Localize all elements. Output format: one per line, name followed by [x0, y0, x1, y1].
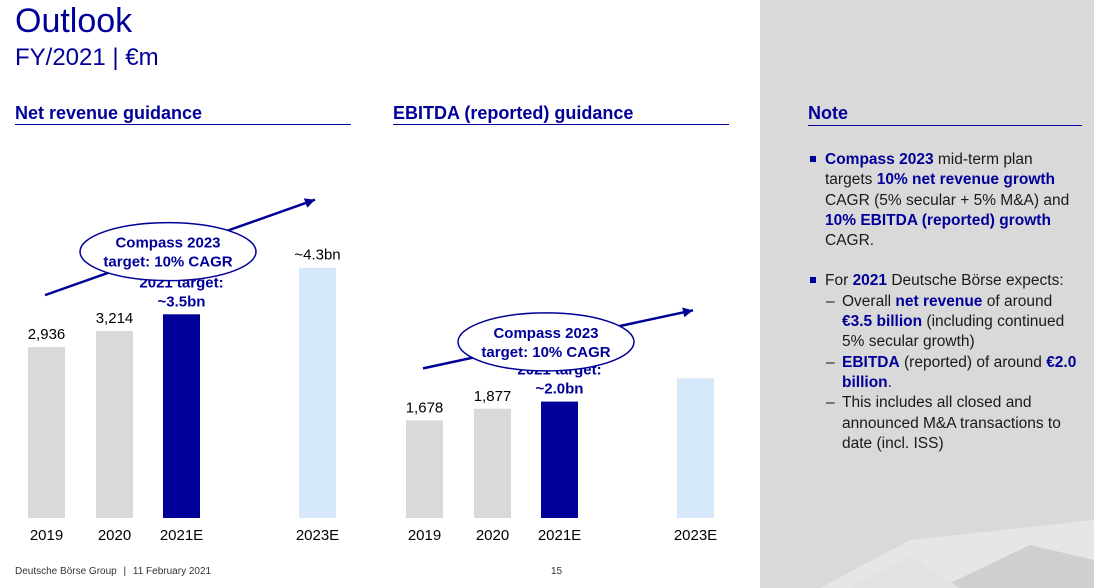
note-sub-revenue: – Overall net revenue of around €3.5 bil…: [825, 292, 1084, 353]
note-text: EBITDA: [842, 353, 900, 371]
trend-arrow-head-icon: [682, 307, 693, 318]
x-tick-label: 2019: [408, 527, 441, 544]
note-text: For: [825, 272, 853, 290]
note-text: mid-term plan targets: [825, 151, 1033, 189]
cagr-annotation-text: target: 10% CAGR: [481, 344, 610, 361]
note-text: (including continued 5% secular growth): [842, 313, 1065, 351]
note-text: 2021: [852, 272, 888, 290]
data-label: 1,877: [474, 388, 512, 405]
note-text: €3.5 billion: [842, 313, 923, 331]
bullet-square-icon: [810, 156, 816, 162]
data-label: 3,214: [96, 310, 134, 327]
note-text: This includes all closed and announced M…: [842, 394, 1061, 452]
note-text: .: [887, 373, 892, 391]
bar-2019: [406, 420, 443, 518]
net-revenue-rule: [15, 124, 351, 125]
bullet-square-icon: [810, 277, 816, 284]
bar-2019: [28, 347, 65, 518]
bar-2020: [96, 330, 133, 518]
data-label: 2,936: [28, 326, 66, 343]
cagr-annotation-text: target: 10% CAGR: [103, 254, 232, 271]
bar-2021E: [163, 314, 200, 518]
page-title: Outlook: [15, 2, 133, 40]
footer-date: 11 February 2021: [132, 566, 212, 577]
cagr-annotation-text: Compass 2023: [115, 235, 220, 252]
page-subtitle: FY/2021 | €m: [15, 44, 159, 71]
bar-2023E: [299, 267, 336, 518]
x-tick-label: 2019: [30, 527, 63, 544]
x-tick-label: 2020: [98, 527, 131, 544]
cagr-ellipse: [79, 221, 257, 282]
note-text: Compass 2023: [825, 151, 934, 168]
note-text: net revenue: [895, 292, 983, 310]
chart-title-net-revenue: Net revenue guidance: [15, 103, 203, 123]
note-text: CAGR (5% secular + 5% M&A) and: [825, 191, 1070, 209]
x-tick-label: 2023E: [296, 527, 339, 544]
bar-2023E: [677, 378, 714, 518]
note-text: CAGR.: [825, 232, 875, 250]
note-title: Note: [808, 103, 848, 123]
note-bullet-compass: Compass 2023 mid-term plan targets 10% n…: [808, 150, 1084, 251]
footer-separator: |: [123, 566, 127, 577]
dash-icon: –: [826, 394, 835, 412]
chart-title-ebitda: EBITDA (reported) guidance: [393, 103, 634, 123]
note-text: (reported) of around: [899, 353, 1047, 371]
sidebar-decoration: [820, 520, 1094, 588]
bar-2021E: [541, 401, 578, 518]
trend-arrow-head-icon: [303, 198, 315, 208]
note-rule: [808, 125, 1082, 126]
data-label: ~4.3bn: [294, 247, 340, 264]
ebitda-rule: [393, 124, 729, 125]
cagr-ellipse: [457, 312, 635, 372]
note-text: 10% EBITDA (reported) growth: [825, 211, 1051, 229]
footer-company: Deutsche Börse Group: [15, 566, 117, 577]
note-text: Deutsche Börse expects:: [887, 272, 1064, 290]
dash-icon: –: [826, 292, 835, 310]
x-tick-label: 2021E: [538, 527, 581, 544]
note-sub-ebitda: – EBITDA (reported) of around €2.0 billi…: [825, 353, 1084, 394]
note-text: 10% net revenue growth: [876, 171, 1055, 189]
x-tick-label: 2021E: [160, 527, 203, 544]
note-text: Overall: [842, 292, 896, 310]
page-number: 15: [551, 566, 563, 577]
footer-left: Deutsche Börse Group | 11 February 2021: [15, 566, 211, 577]
note-sub-mna: – This includes all closed and announced…: [825, 393, 1084, 454]
data-label: ~2.0bn: [536, 381, 584, 398]
note-body: Compass 2023 mid-term plan targets 10% n…: [808, 150, 1084, 474]
dash-icon: –: [826, 353, 835, 371]
data-label: 1,678: [406, 399, 444, 416]
bar-2020: [474, 408, 511, 518]
note-text: of around: [982, 292, 1053, 310]
data-label: ~3.5bn: [158, 293, 206, 310]
x-tick-label: 2020: [476, 527, 509, 544]
x-tick-label: 2023E: [674, 527, 717, 544]
cagr-annotation-text: Compass 2023: [493, 325, 598, 342]
note-bullet-2021: For 2021 Deutsche Börse expects: – Overa…: [808, 271, 1084, 454]
note-sidebar: [760, 0, 1094, 588]
note-text: €2.0 billion: [842, 353, 1077, 391]
